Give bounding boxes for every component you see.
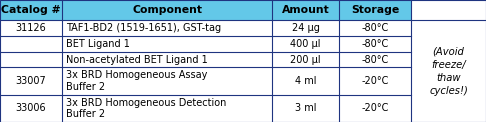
Text: TAF1-BD2 (1519-1651), GST-tag: TAF1-BD2 (1519-1651), GST-tag	[66, 23, 221, 33]
Bar	[0, 0, 411, 20]
Text: -80°C: -80°C	[362, 39, 389, 49]
Text: 33006: 33006	[16, 103, 47, 113]
Text: 4 ml: 4 ml	[295, 76, 316, 86]
Text: 400 μl: 400 μl	[291, 39, 321, 49]
Text: -20°C: -20°C	[362, 103, 389, 113]
Text: 31126: 31126	[16, 23, 47, 33]
Text: Catalog #: Catalog #	[1, 5, 61, 15]
Text: 33007: 33007	[16, 76, 47, 86]
Text: -80°C: -80°C	[362, 55, 389, 65]
Text: (Avoid
freeze/
thaw
cycles!): (Avoid freeze/ thaw cycles!)	[429, 46, 468, 96]
Text: 24 μg: 24 μg	[292, 23, 320, 33]
Text: Amount: Amount	[282, 5, 330, 15]
Text: -20°C: -20°C	[362, 76, 389, 86]
Text: 3x BRD Homogeneous Assay
Buffer 2: 3x BRD Homogeneous Assay Buffer 2	[66, 70, 208, 92]
Text: 200 μl: 200 μl	[290, 55, 321, 65]
Text: Component: Component	[132, 5, 202, 15]
Text: 3x BRD Homogeneous Detection
Buffer 2: 3x BRD Homogeneous Detection Buffer 2	[66, 97, 226, 119]
Text: BET Ligand 1: BET Ligand 1	[66, 39, 130, 49]
Bar	[411, 0, 486, 122]
Text: -80°C: -80°C	[362, 23, 389, 33]
Bar	[0, 20, 411, 122]
Text: Storage: Storage	[351, 5, 399, 15]
Text: 3 ml: 3 ml	[295, 103, 316, 113]
Text: Non-acetylated BET Ligand 1: Non-acetylated BET Ligand 1	[66, 55, 208, 65]
